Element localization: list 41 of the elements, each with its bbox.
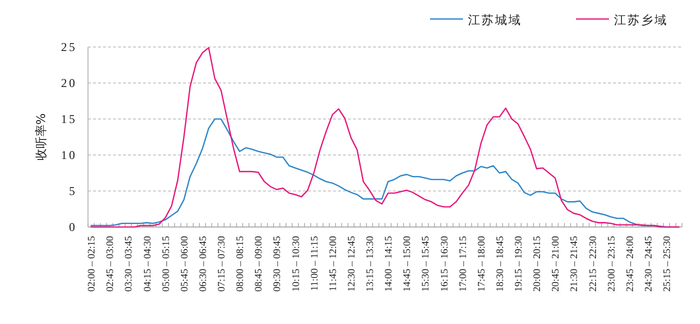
x-tick-label: 12:30 – 12:45 [346, 236, 358, 292]
x-tick-label: 02:00 – 02:15 [86, 236, 98, 292]
x-tick-label: 04:15 – 04:30 [142, 236, 154, 292]
x-tick-label: 13:15 – 13:30 [365, 236, 376, 292]
y-tick-label: 0 [69, 220, 77, 234]
x-tick-label: 17:00 – 17:15 [458, 236, 469, 292]
legend-label: 江苏乡域 [614, 13, 668, 27]
y-tick-label: 15 [61, 112, 77, 126]
x-tick-label: 22:15 – 22:30 [588, 236, 599, 292]
x-tick-label: 05:00 – 05:15 [160, 236, 172, 292]
x-tick-label: 18:30 – 18:45 [494, 236, 506, 292]
x-tick-label: 02:45 – 03:00 [105, 236, 116, 292]
x-tick-label: 17:45 – 18:00 [476, 236, 488, 292]
x-tick-label: 14:45 – 15:00 [402, 236, 414, 292]
x-tick-label: 23:00 – 23:15 [606, 236, 618, 292]
x-tick-label: 25:15 – 25:30 [662, 236, 674, 292]
x-tick-label: 07:15 – 07:30 [216, 236, 228, 292]
x-tick-label: 16:15 – 16:30 [439, 236, 450, 292]
legend-label: 江苏城域 [468, 13, 522, 27]
x-tick-label: 24:30 – 24:45 [643, 236, 654, 292]
x-tick-label: 03:30 – 03:45 [124, 236, 135, 292]
x-tick-label: 20:45 – 21:00 [550, 236, 562, 292]
y-tick-label: 5 [69, 184, 77, 198]
y-tick-label: 25 [61, 40, 77, 54]
x-tick-label: 23:45 – 24:00 [624, 236, 636, 292]
x-tick-label: 21:30 – 21:45 [569, 236, 580, 292]
x-tick-label: 11:45 – 12:00 [328, 236, 339, 292]
x-tick-label: 09:30 – 09:45 [272, 236, 284, 292]
y-tick-label: 20 [61, 76, 77, 90]
y-tick-label: 10 [61, 148, 77, 162]
x-tick-label: 15:30 – 15:45 [420, 236, 432, 292]
x-tick-label: 20:00 – 20:15 [532, 236, 544, 292]
x-tick-label: 08:45 – 09:00 [254, 236, 265, 292]
y-axis-title: 收听率% [34, 113, 48, 161]
x-tick-label: 11:00 – 11:15 [309, 236, 320, 291]
x-tick-label: 05:45 – 06:00 [179, 236, 190, 292]
x-tick-label: 06:30 – 06:45 [198, 236, 209, 292]
x-tick-label: 08:00 – 08:15 [235, 236, 246, 292]
x-tick-label: 14:00 – 14:15 [384, 236, 395, 292]
x-tick-label: 10:15 – 10:30 [290, 236, 302, 292]
x-tick-label: 19:15 – 19:30 [514, 236, 525, 292]
